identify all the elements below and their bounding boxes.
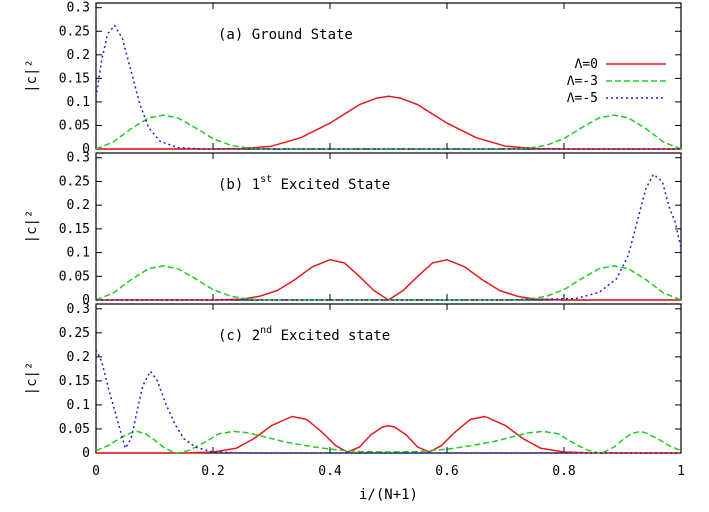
y-tick-label: 0.1 (67, 95, 90, 110)
x-tick-label: 0.6 (435, 464, 458, 479)
y-tick-label: 0 (82, 293, 90, 308)
x-tick-label: 0.8 (552, 464, 575, 479)
legend-label: Λ=0 (575, 57, 598, 72)
x-tick-label: 1 (677, 464, 685, 479)
y-tick-label: 0.15 (59, 222, 90, 237)
panel-title-sup: st (260, 174, 272, 185)
y-axis-label: |c|² (24, 210, 40, 244)
panel-2: 0 0.05 0.1 0.15 0.2 0.25 0.3 |c|² (c) 2nd Excite… (24, 302, 682, 461)
y-tick-label: 0.3 (67, 1, 90, 16)
series-line-1 (95, 114, 682, 150)
y-tick-label: 0.25 (59, 174, 90, 189)
series-line-1 (95, 265, 682, 301)
plot-frame (95, 303, 682, 454)
panel-title: (c) 2nd Excited state (218, 325, 390, 344)
y-tick-label: 0.15 (59, 71, 90, 86)
y-tick-label: 0.2 (67, 48, 90, 63)
panel-title-prefix: (c) 2 (218, 328, 260, 344)
legend-label: Λ=-3 (567, 74, 598, 89)
panel-0: 0 0.05 0.1 0.15 0.2 0.25 0.3 |c|² (a) Ground Sta… (24, 1, 682, 157)
y-tick-label: 0.2 (67, 350, 90, 365)
y-tick-label: 0.25 (59, 24, 90, 39)
x-tick-label: 0.4 (318, 464, 342, 479)
series-line-0 (96, 258, 681, 301)
legend: Λ=0 Λ=-3 Λ=-5 (567, 57, 666, 106)
y-tick-label: 0 (82, 446, 90, 461)
y-tick-label: 0.3 (67, 151, 90, 166)
panel-title-sup: nd (260, 325, 272, 336)
panel-title-prefix: (a) Ground State (218, 27, 353, 43)
panel-1: 0 0.05 0.1 0.15 0.2 0.25 0.3 |c|² (b) 1st Excite… (24, 151, 682, 308)
y-tick-label: 0.05 (59, 269, 90, 284)
y-tick-label: 0 (82, 142, 90, 157)
y-tick-label: 0.25 (59, 326, 90, 341)
x-tick-label: 0.2 (201, 464, 224, 479)
panel-title-suffix: Excited State (272, 177, 390, 193)
series-line-2 (96, 173, 682, 301)
y-tick-label: 0.05 (59, 422, 90, 437)
panel-title: (a) Ground State (218, 27, 353, 43)
panel-title-suffix: Excited state (272, 328, 390, 344)
panel-title-prefix: (b) 1 (218, 177, 260, 193)
y-axis-label: |c|² (24, 362, 40, 396)
series-line-1 (95, 430, 682, 454)
series-line-0 (96, 415, 681, 454)
y-axis-label: |c|² (24, 59, 40, 93)
x-tick-label: 0 (92, 464, 100, 479)
y-tick-label: 0.1 (67, 246, 90, 261)
plot-frame (95, 152, 682, 301)
y-tick-label: 0.1 (67, 398, 90, 413)
x-axis-label: i/(N+1) (359, 487, 418, 503)
y-tick-label: 0.15 (59, 374, 90, 389)
series-line-2 (95, 349, 681, 454)
y-tick-label: 0.2 (67, 198, 90, 213)
series-line-0 (96, 95, 681, 150)
y-tick-label: 0.3 (67, 302, 90, 317)
legend-label: Λ=-5 (567, 91, 598, 106)
panel-title: (b) 1st Excited State (218, 174, 390, 193)
y-tick-label: 0.05 (59, 118, 90, 133)
